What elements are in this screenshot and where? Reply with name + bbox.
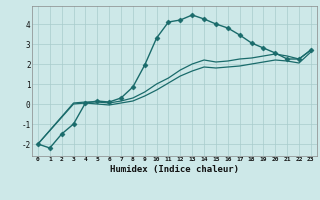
X-axis label: Humidex (Indice chaleur): Humidex (Indice chaleur) <box>110 165 239 174</box>
